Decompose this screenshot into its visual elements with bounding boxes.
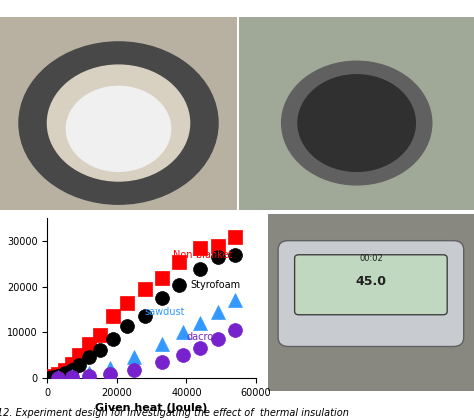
Point bbox=[109, 313, 117, 320]
Point bbox=[46, 374, 53, 381]
Text: Non-blanket: Non-blanket bbox=[173, 250, 232, 260]
Point bbox=[68, 374, 75, 381]
Point bbox=[158, 295, 166, 302]
Circle shape bbox=[66, 87, 171, 171]
Point bbox=[54, 373, 62, 379]
Point bbox=[158, 359, 166, 365]
Point bbox=[179, 329, 187, 336]
Point bbox=[197, 245, 204, 252]
Point bbox=[197, 320, 204, 327]
Point bbox=[85, 373, 93, 380]
Circle shape bbox=[298, 75, 415, 171]
X-axis label: Given heat (Joule): Given heat (Joule) bbox=[95, 403, 208, 413]
Point bbox=[124, 322, 131, 329]
Point bbox=[54, 370, 62, 377]
Point bbox=[75, 352, 82, 359]
Point bbox=[85, 354, 93, 361]
Point bbox=[68, 366, 75, 373]
Point bbox=[54, 374, 62, 381]
Point bbox=[158, 341, 166, 347]
Point bbox=[85, 341, 93, 347]
Point bbox=[158, 274, 166, 281]
Point bbox=[176, 281, 183, 288]
Text: 00:02: 00:02 bbox=[359, 254, 383, 263]
Point bbox=[124, 299, 131, 306]
Point bbox=[46, 374, 53, 381]
Point bbox=[68, 361, 75, 368]
Point bbox=[130, 354, 138, 361]
Point bbox=[231, 252, 239, 258]
FancyBboxPatch shape bbox=[295, 255, 447, 315]
Point bbox=[179, 352, 187, 359]
Point bbox=[106, 370, 114, 377]
Circle shape bbox=[19, 42, 218, 204]
Text: Styrofoam: Styrofoam bbox=[190, 280, 240, 289]
Point bbox=[214, 309, 221, 315]
Point bbox=[61, 366, 69, 373]
Point bbox=[197, 345, 204, 352]
Point bbox=[96, 331, 103, 338]
Point bbox=[214, 336, 221, 343]
Point bbox=[75, 362, 82, 369]
Circle shape bbox=[282, 61, 432, 185]
FancyBboxPatch shape bbox=[278, 241, 464, 346]
Point bbox=[130, 366, 138, 373]
Point bbox=[54, 374, 62, 381]
Circle shape bbox=[47, 65, 190, 181]
Point bbox=[49, 374, 56, 381]
Point bbox=[109, 336, 117, 343]
Point bbox=[85, 370, 93, 377]
Point bbox=[197, 265, 204, 272]
Text: 45.0: 45.0 bbox=[356, 275, 386, 288]
Point bbox=[231, 297, 239, 304]
Point bbox=[68, 373, 75, 380]
Text: dacron: dacron bbox=[186, 332, 220, 342]
Point bbox=[231, 327, 239, 333]
Point bbox=[141, 286, 148, 292]
Point bbox=[49, 373, 56, 380]
Point bbox=[176, 258, 183, 265]
Point bbox=[231, 233, 239, 240]
Point bbox=[96, 346, 103, 353]
Text: sawdust: sawdust bbox=[145, 307, 185, 317]
Y-axis label: Received hed (Joule): Received hed (Joule) bbox=[0, 234, 1, 362]
Point bbox=[141, 313, 148, 320]
Point bbox=[61, 370, 69, 377]
Point bbox=[214, 242, 221, 249]
Point bbox=[106, 365, 114, 371]
Point bbox=[214, 254, 221, 260]
Text: Figure 12. Experiment design for investigating the effect of  thermal insulation: Figure 12. Experiment design for investi… bbox=[0, 408, 349, 418]
